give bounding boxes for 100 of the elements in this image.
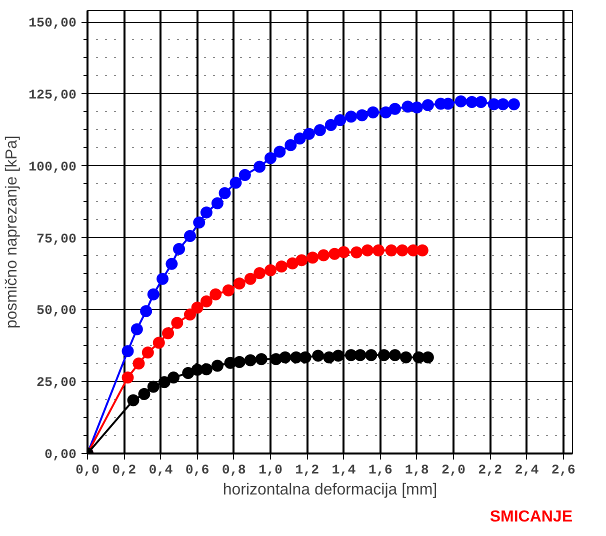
- point: [284, 139, 297, 152]
- point: [238, 169, 251, 182]
- point: [345, 110, 358, 123]
- y-tick-label: 100,00: [28, 160, 77, 176]
- point: [127, 394, 140, 406]
- point: [454, 95, 467, 108]
- point: [210, 288, 222, 300]
- point: [372, 244, 384, 256]
- point: [156, 272, 169, 285]
- point: [132, 357, 145, 370]
- point: [422, 99, 434, 112]
- y-axis-title: posmično naprezanje [kPa]: [4, 136, 21, 328]
- x-tick-label: 1,4: [332, 464, 356, 478]
- point: [334, 114, 346, 126]
- point: [140, 305, 152, 318]
- point: [166, 258, 178, 270]
- point: [130, 323, 143, 336]
- point: [294, 132, 306, 144]
- point: [211, 360, 224, 372]
- point: [354, 349, 366, 362]
- point: [233, 278, 246, 290]
- point: [158, 376, 170, 388]
- y-tick-label: 0,00: [44, 448, 77, 463]
- point: [378, 349, 390, 362]
- y-tick-label: 150,00: [28, 16, 77, 32]
- point: [318, 249, 330, 262]
- point: [474, 96, 487, 108]
- point: [388, 102, 401, 115]
- point: [222, 284, 234, 296]
- point: [356, 109, 368, 122]
- point: [400, 351, 412, 364]
- point: [367, 106, 380, 118]
- point: [182, 366, 194, 379]
- point: [274, 146, 286, 158]
- point: [416, 244, 428, 256]
- point: [255, 353, 268, 366]
- point: [350, 246, 363, 258]
- point: [162, 327, 174, 340]
- x-tick-label: 1,8: [404, 464, 429, 478]
- y-tick-label: 25,00: [36, 376, 77, 392]
- x-tick-label: 2,4: [514, 464, 539, 478]
- point: [254, 267, 266, 280]
- point: [191, 302, 204, 314]
- point: [147, 380, 160, 393]
- x-tick-label: 1,2: [295, 464, 320, 478]
- x-tick-label: 0,2: [112, 464, 136, 478]
- point: [362, 244, 374, 256]
- point: [200, 295, 212, 308]
- point: [286, 257, 298, 270]
- point: [508, 98, 520, 110]
- point: [264, 152, 277, 164]
- point: [200, 363, 212, 376]
- point: [171, 316, 184, 329]
- x-tick-label: 1,6: [368, 464, 392, 478]
- point: [396, 244, 408, 256]
- point: [410, 101, 423, 114]
- point: [296, 254, 308, 266]
- point: [218, 187, 231, 200]
- point: [184, 308, 196, 321]
- point: [173, 242, 186, 255]
- point: [276, 260, 288, 273]
- point: [138, 388, 150, 400]
- point: [496, 98, 509, 110]
- point: [147, 288, 160, 300]
- x-tick-label: 0,6: [185, 464, 210, 478]
- y-tick-label: 75,00: [36, 232, 77, 248]
- text: SMICANJE: [490, 508, 573, 526]
- point: [338, 246, 350, 258]
- point: [200, 206, 212, 218]
- point: [122, 372, 134, 384]
- point: [168, 372, 180, 384]
- point: [211, 197, 224, 210]
- point: [299, 351, 312, 364]
- point: [244, 354, 256, 366]
- point: [365, 349, 378, 362]
- x-tick-label: 0,8: [222, 464, 246, 478]
- point: [380, 106, 392, 118]
- point: [324, 119, 337, 131]
- point: [184, 230, 196, 242]
- point: [142, 346, 154, 359]
- x-tick-label: 2,6: [551, 464, 576, 478]
- x-tick-label: 0,0: [76, 464, 100, 478]
- x-axis-title: horizontalna deformacija [mm]: [222, 482, 438, 498]
- x-tick-label: 2,0: [442, 464, 466, 478]
- y-tick-label: 125,00: [28, 88, 77, 104]
- y-tick-label: 50,00: [36, 304, 77, 320]
- point: [233, 356, 246, 368]
- x-tick-label: 2,2: [478, 464, 502, 478]
- point: [306, 252, 319, 264]
- x-tick-label: 1,0: [258, 464, 283, 478]
- point: [230, 176, 242, 189]
- point: [264, 264, 277, 276]
- point: [302, 128, 315, 140]
- point: [244, 272, 256, 285]
- point: [152, 336, 165, 349]
- x-tick-label: 0,4: [148, 464, 173, 478]
- point: [314, 124, 326, 136]
- point: [279, 351, 292, 364]
- point: [193, 216, 206, 228]
- point: [422, 351, 434, 364]
